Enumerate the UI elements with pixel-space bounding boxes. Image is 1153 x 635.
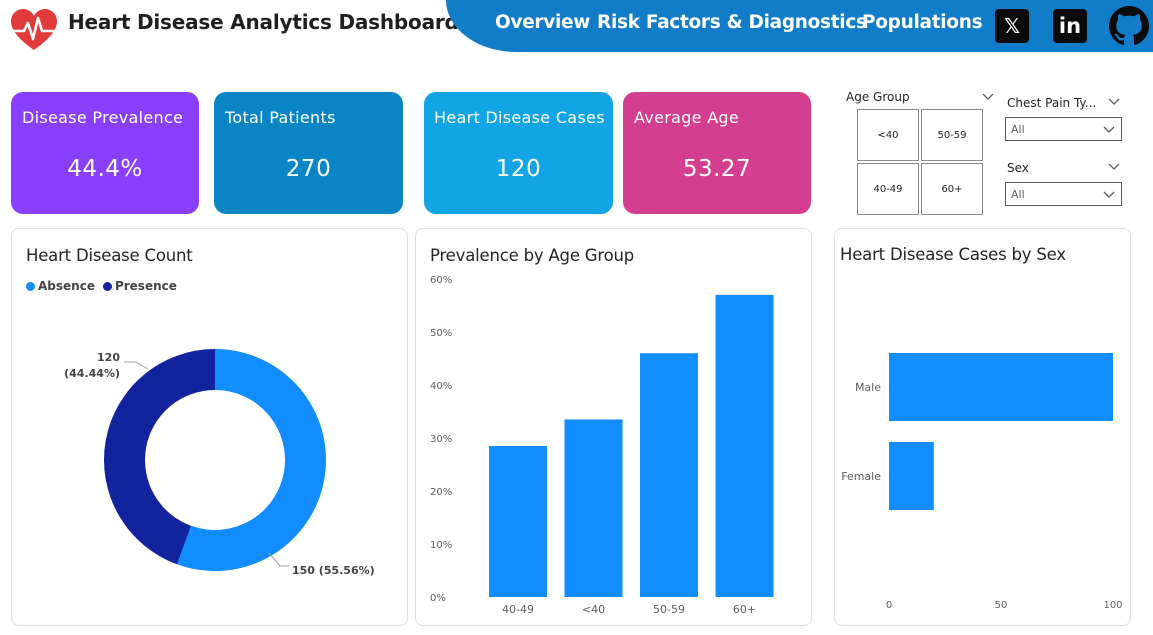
kpi-disease-prevalence: Disease Prevalence 44.4% [11,92,199,214]
kpi-value: 120 [495,156,542,182]
y-tick-label: Male [855,381,881,394]
app-title: Heart Disease Analytics Dashboard [68,10,459,34]
age-tile-60plus[interactable]: 60+ [921,163,983,215]
legend-absence-swatch [26,281,35,291]
age-bar-chart: 0% 10% 20% 30% 40% 50% 60% 40-49 <40 50-59 60+ [430,275,774,616]
kpi-average-age: Average Age 53.27 [623,92,811,214]
x-tick-label: 100 [1103,600,1122,611]
nav-populations[interactable]: Populations [862,12,983,33]
kpi-value: 53.27 [682,156,752,182]
nav-risk-factors[interactable]: Risk Factors & Diagnostics [597,12,867,33]
chart-title: Heart Disease Cases by Sex [840,245,1066,264]
chart-legend: Absence Presence [26,279,181,293]
data-label-absence: 150 (55.56%) [292,564,375,577]
linkedin-button[interactable]: in [1053,9,1087,43]
linkedin-icon: in [1058,13,1082,38]
sex-dropdown[interactable]: All [1005,182,1122,206]
y-tick-label: 60% [430,275,452,286]
kpi-label: Disease Prevalence [22,108,184,127]
chest-pain-slicer-title: Chest Pain Ty... [1007,96,1097,110]
chart-title: Prevalence by Age Group [430,246,635,265]
y-tick-label: 10% [430,540,452,551]
x-tick-label: <40 [582,603,605,616]
cases-by-sex-panel: Heart Disease Cases by Sex Male Female 0 50… [834,228,1131,626]
x-tick-label: 60+ [733,603,756,616]
chart-title: Heart Disease Count [26,246,193,265]
kpi-total-patients: Total Patients 270 [214,92,403,214]
chevron-down-icon[interactable] [982,93,994,101]
bar-age-2 [640,353,698,597]
leader-line-presence [124,361,149,370]
age-tile-40-49[interactable]: 40-49 [857,163,919,215]
legend-absence: Absence [38,279,95,293]
x-tick-label: 50-59 [653,603,685,616]
legend-presence-swatch [102,281,112,291]
y-tick-label: 0% [430,593,446,604]
bar-age-3 [715,294,774,597]
leader-line-absence [268,552,289,567]
bar-age-1 [564,419,623,597]
age-group-slicer-title: Age Group [846,90,910,104]
age-tile-50-59[interactable]: 50-59 [921,109,983,161]
donut-chart: 150 (55.56%) 120 (44.44%) [64,349,375,577]
heart-logo-icon [11,9,57,50]
y-tick-label: 50% [430,328,452,339]
kpi-label: Total Patients [225,108,336,127]
kpi-value: 44.4% [67,156,143,182]
x-icon: 𝕏 [1003,14,1021,38]
x-button[interactable]: 𝕏 [995,9,1029,43]
bar-sex-male [889,353,1113,421]
bar-sex-female [889,442,934,510]
prevalence-by-age-panel: Prevalence by Age Group 0% 10% 20% 30% 40% 50… [415,228,812,626]
chest-pain-value: All [1011,123,1025,136]
x-tick-label: 0 [886,600,892,611]
kpi-label: Heart Disease Cases [434,108,605,127]
nav-overview[interactable]: Overview [495,12,591,33]
bar-age-0 [489,445,547,597]
y-tick-label: 30% [430,434,452,445]
github-icon[interactable] [1109,6,1149,46]
y-tick-label: 20% [430,487,452,498]
donut-slice-absence [177,349,326,571]
chevron-down-icon[interactable] [1108,98,1120,106]
chevron-down-icon[interactable] [1108,163,1120,171]
y-tick-label: Female [841,470,881,483]
data-label-presence-pct: (44.44%) [64,367,120,380]
x-tick-label: 40-49 [502,603,534,616]
x-tick-label: 50 [995,600,1008,611]
age-tile-lt40[interactable]: <40 [857,109,919,161]
donut-slice-presence [104,349,215,565]
heart-disease-count-panel: Heart Disease Count Absence Presence 150… [11,228,408,626]
sex-slicer-title: Sex [1007,161,1029,175]
kpi-heart-disease-cases: Heart Disease Cases 120 [424,92,613,214]
kpi-label: Average Age [634,108,740,127]
kpi-value: 270 [285,156,332,182]
chevron-down-icon [1103,126,1115,133]
y-tick-label: 40% [430,381,452,392]
sex-value: All [1011,188,1025,201]
chevron-down-icon [1103,191,1115,198]
sex-bar-chart: Male Female 0 50 100 [841,353,1123,611]
nav-bar [446,0,1153,52]
legend-presence: Presence [114,279,177,293]
chest-pain-dropdown[interactable]: All [1005,117,1122,141]
data-label-presence-count: 120 [97,351,120,364]
